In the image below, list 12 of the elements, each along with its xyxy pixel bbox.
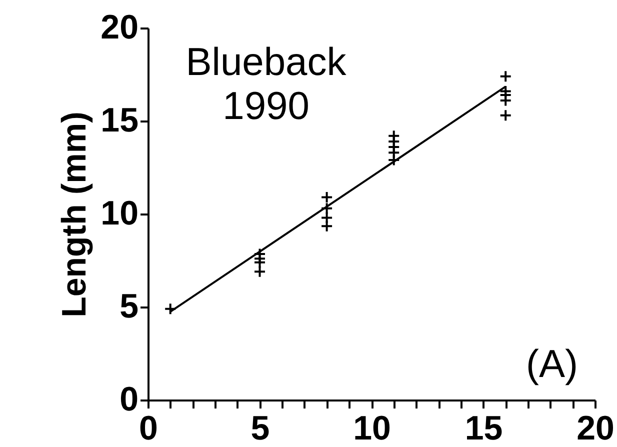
y-axis-title: Length (mm) <box>56 112 94 318</box>
y-tick-label: 15 <box>100 102 138 140</box>
y-tick-label: 0 <box>120 380 138 418</box>
y-tick-label: 10 <box>100 194 138 232</box>
x-tick-label: 20 <box>576 410 614 447</box>
y-tick-label: 20 <box>100 8 138 46</box>
y-tick-label: 5 <box>120 288 138 326</box>
x-tick-label: 15 <box>464 410 503 447</box>
x-tick-label: 5 <box>250 410 270 447</box>
annotation: Blueback 1990 <box>186 41 347 128</box>
x-tick-label: 10 <box>353 410 391 447</box>
annotation: (A) <box>526 343 578 386</box>
